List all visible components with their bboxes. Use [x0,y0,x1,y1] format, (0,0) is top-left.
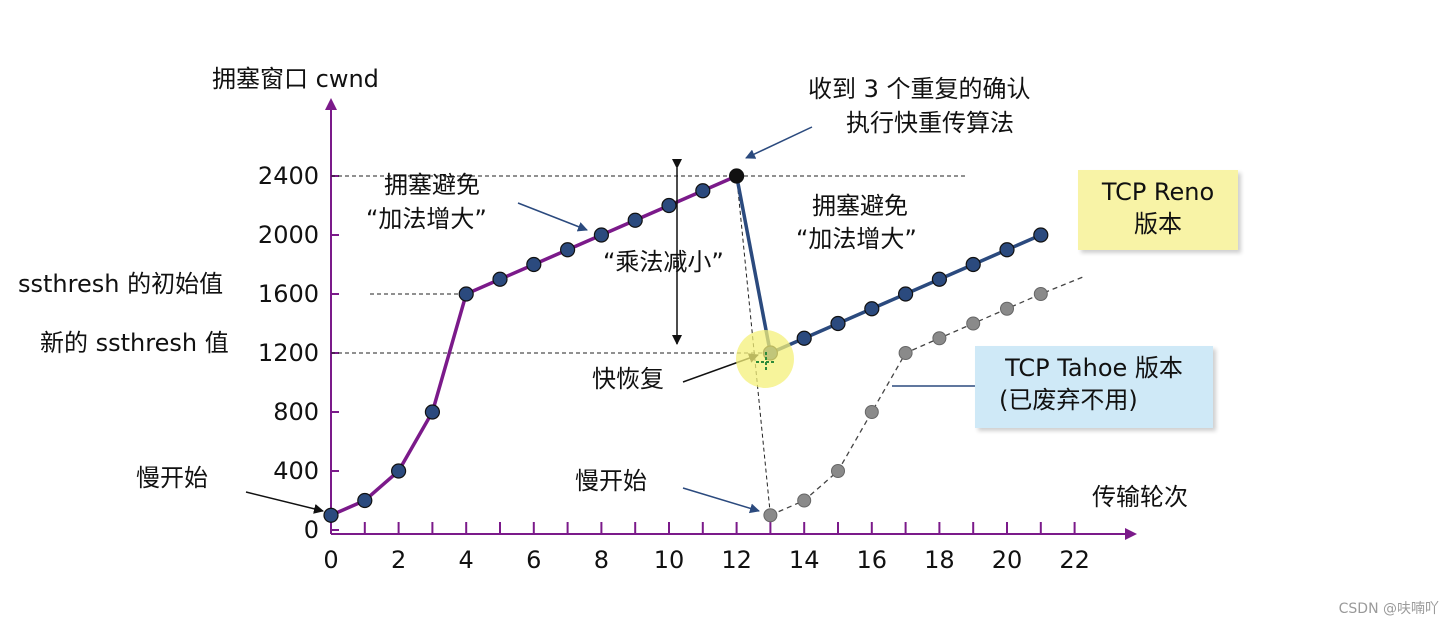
slow-start-label-1: 慢开始 [136,464,208,492]
x-tick-label: 12 [721,546,752,574]
reno-point [391,463,407,479]
y-tick-label: 400 [273,457,319,485]
x-tick-label: 10 [654,546,685,574]
y-tick-label: 1600 [258,280,319,308]
tahoe-point [797,493,812,508]
reno-point [593,227,610,243]
fast-recovery-label: 快恢复 [592,365,664,393]
ssthresh-initial-label: ssthresh 的初始值 [18,270,223,298]
congestion-avoidance-label-2b: “加法增大” [796,225,917,253]
reno-point [424,404,440,420]
congestion-avoidance-label-1b: “加法增大” [366,205,487,233]
reno-point [864,301,880,317]
reno-point [728,168,745,184]
y-tick-label: 1200 [258,339,319,367]
reno-point [830,315,846,332]
tahoe-point [966,316,981,331]
x-tick-label: 8 [594,546,609,574]
reno-point [931,271,948,287]
x-tick-label: 20 [992,546,1023,574]
reno-point [999,242,1015,258]
reno-point [695,183,711,199]
reno-point [965,256,981,273]
x-tick-label: 16 [857,546,888,574]
tahoe-point [898,346,913,360]
reno-point [796,330,812,346]
reno-point [661,197,677,214]
reno-point [526,256,542,273]
x-tick-label: 22 [1059,546,1090,574]
x-tick-label: 18 [924,546,955,574]
y-axis-label: 拥塞窗口 cwnd [212,65,379,93]
slow-start-arrow-2 [682,487,760,514]
x-tick-label: 2 [391,546,406,574]
tahoe-point [1000,301,1014,316]
dup-ack-label-2: 执行快重传算法 [846,109,1014,137]
reno-point [492,271,508,287]
reno-point [357,492,373,509]
watermark: CSDN @呋喃吖 [1338,601,1439,617]
x-ticks: 0 2 4 6 8 10 12 14 16 18 20 22 [323,522,1090,574]
slow-start-arrow-1 [245,491,324,514]
x-tick-label: 4 [459,546,474,574]
y-tick-label: 800 [273,398,319,426]
dup-ack-label-1: 收到 3 个重复的确认 [808,75,1031,103]
x-tick-label: 6 [526,546,541,574]
congestion-avoidance-label-1a: 拥塞避免 [384,171,480,199]
legend-tahoe-title: TCP Tahoe 版本 [1005,354,1183,382]
tahoe-point [864,405,879,419]
tahoe-point [932,331,947,346]
multiplicative-decrease-label: “乘法减小” [603,248,724,276]
fast-retransmit-drop [734,175,773,354]
tahoe-point [831,464,845,478]
dup-ack-arrow [745,126,813,159]
legend-tahoe-box: TCP Tahoe 版本 (已废弃不用) [975,346,1213,428]
y-ticks: 0 400 800 1200 1600 2000 2400 [258,162,339,544]
y-tick-label: 2000 [258,221,319,249]
reno-point [897,286,914,302]
legend-reno-subtitle: 版本 [1134,210,1182,238]
tahoe-point [1033,287,1048,301]
tahoe-point [763,508,778,523]
reno-point [627,212,643,228]
congestion-avoidance-arrow [517,202,588,232]
slow-start-label-2: 慢开始 [575,467,647,495]
x-tick-label: 14 [789,546,820,574]
x-tick-label: 0 [323,546,338,574]
legend-reno-title: TCP Reno [1101,178,1215,206]
reno-point [1033,227,1049,243]
series-layer [323,168,1085,523]
y-tick-label: 0 [304,516,319,544]
reno-point [559,242,576,258]
y-tick-label: 2400 [258,162,319,190]
x-axis-label: 传输轮次 [1092,483,1188,511]
reno-point [323,507,339,523]
reno-point [458,286,474,302]
tahoe-line [770,275,1085,516]
crosshair-icon [756,352,776,372]
legend-reno-box: TCP Reno 版本 [1078,170,1238,250]
ssthresh-new-label: 新的 ssthresh 值 [40,329,229,357]
congestion-avoidance-label-2a: 拥塞避免 [812,192,908,220]
legend-tahoe-subtitle: (已废弃不用) [999,386,1138,414]
